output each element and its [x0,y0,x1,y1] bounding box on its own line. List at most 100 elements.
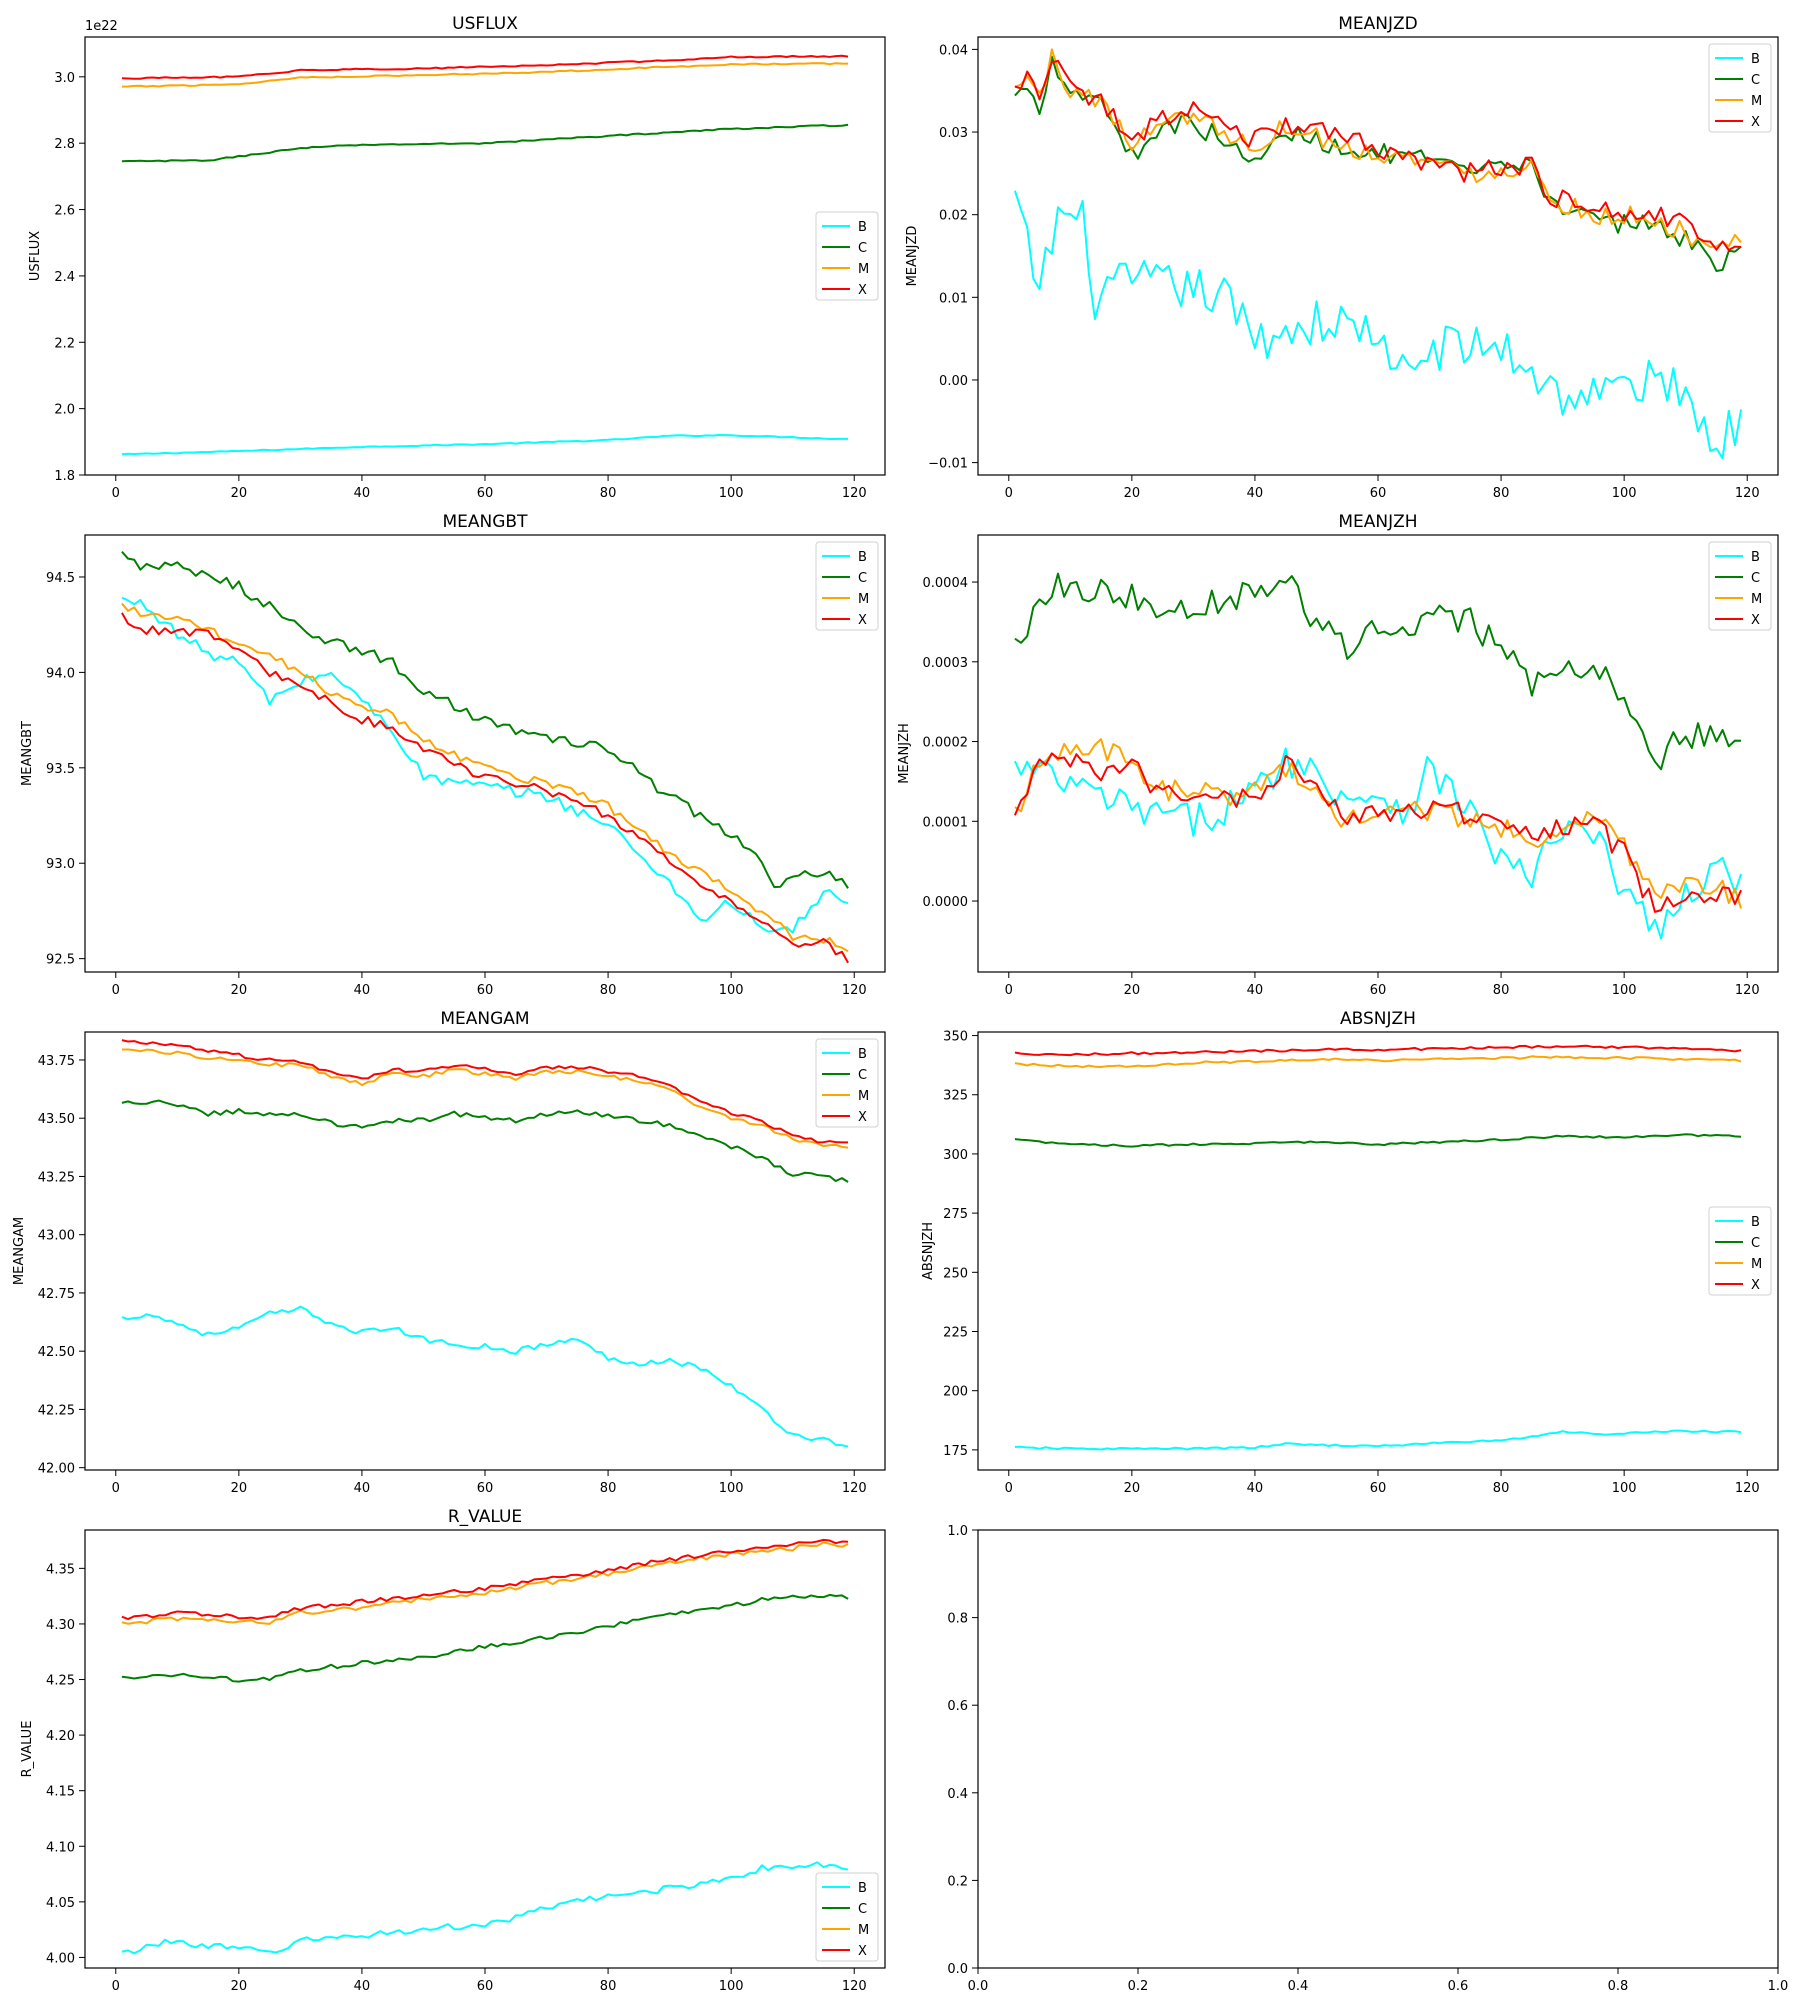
series-line-x [121,1039,849,1144]
panel-meangam: 0 20 40 60 80 100 120 42.00 42.25 42.50 42.75 43.00… [12,1009,886,1496]
series-line-x [121,54,849,80]
series-line-m [121,602,849,953]
series-line-c [121,551,849,889]
x-tick-label: 100 [719,1481,744,1496]
axes-frame [977,1529,1779,1969]
x-tick-label: 120 [1735,983,1760,998]
y-tick-label: 350 [943,1030,968,1045]
series-line-b [1014,1429,1742,1451]
x-tick-label: 120 [1735,1481,1760,1496]
x-tick-label: 40 [354,1979,371,1994]
y-tick-label: 0.03 [939,126,968,141]
legend-label-c: C [1751,73,1760,88]
y-tick-label: 43.00 [38,1229,75,1244]
panel-title: MEANGAM [440,1009,529,1029]
x-tick-label: 0.0 [968,1979,989,1994]
x-tick-label: 40 [1247,1481,1264,1496]
legend-box [815,541,879,631]
y-tick-label: 1.8 [54,469,75,484]
series-line-m [121,1541,849,1625]
series-line-c [1014,55,1742,273]
x-tick-label: 0.2 [1128,1979,1149,1994]
panel-title: MEANGBT [443,512,529,532]
series-line-m [121,1048,849,1149]
y-tick-label: 1.0 [947,1524,968,1539]
x-tick-label: 40 [354,1481,371,1496]
panel-r-value: 0 20 40 60 80 100 120 4.00 4.05 4.10 4.15 4.20 4.25 4… [20,1507,886,1994]
y-tick-label: 4.10 [46,1840,75,1855]
legend-label-b: B [858,550,867,565]
x-tick-label: 80 [600,1481,617,1496]
legend-label-b: B [1751,550,1760,565]
x-tick-label: 0.6 [1448,1979,1469,1994]
legend-label-x: X [1751,1278,1760,1293]
x-tick-label: 100 [1612,1481,1637,1496]
x-tick-label: 80 [1493,983,1510,998]
y-tick-label: 0.4 [947,1787,968,1802]
legend-label-c: C [1751,571,1760,586]
y-tick-label: 42.75 [38,1287,75,1302]
x-tick-label: 120 [1735,486,1760,501]
x-tick-label: 80 [1493,486,1510,501]
legend-label-b: B [1751,52,1760,67]
legend-box [1708,43,1772,133]
legend-label-c: C [1751,1236,1760,1251]
panel-title: MEANJZD [1338,14,1418,34]
axes-frame [84,36,886,476]
panel-meangbt: 0 20 40 60 80 100 120 92.5 93.0 93.5 94.0 94.5 MEANG… [20,512,886,998]
legend-label-x: X [858,1110,867,1125]
series-line-x [121,1538,849,1621]
x-tick-label: 0 [112,1979,120,1994]
panel-title: R_VALUE [448,1507,522,1527]
y-tick-label: 4.30 [46,1618,75,1633]
x-tick-label: 0 [112,983,120,998]
y-tick-label: 175 [943,1444,968,1459]
y-tick-label: 325 [943,1089,968,1104]
panel-usflux: 0 20 40 60 80 100 120 1.8 2.0 2.2 2.4 2.6 2.8 3.0 USFL… [28,14,886,501]
series-line-x [1013,752,1742,913]
y-tick-label: 2.6 [54,204,75,219]
axes-frame [84,534,886,973]
y-tick-label: 43.25 [38,1170,75,1185]
y-tick-label: 4.25 [46,1674,75,1689]
y-axis-label: USFLUX [28,231,43,281]
y-tick-label: 4.05 [46,1896,75,1911]
x-tick-label: 0 [112,1481,120,1496]
y-axis-label: R_VALUE [20,1721,35,1778]
legend-box [815,1872,879,1962]
axes-frame [977,534,1779,973]
legend-label-x: X [858,283,867,298]
x-tick-label: 120 [842,1481,867,1496]
x-tick-label: 100 [719,486,744,501]
axes-frame [84,1529,886,1969]
series-line-m [1014,738,1743,909]
series-line-x [1014,59,1742,252]
y-tick-label: 0.0000 [923,895,969,910]
y-tick-label: 94.0 [46,666,75,681]
legend-box [1708,541,1772,631]
x-tick-label: 40 [354,983,371,998]
series-line-b [121,596,849,934]
x-tick-label: 0 [1005,1481,1013,1496]
legend-label-b: B [858,1047,867,1062]
y-tick-label: 92.5 [46,953,75,968]
series-line-x [121,612,849,964]
y-tick-label: 0.2 [947,1874,968,1889]
y-tick-label: 43.75 [38,1054,75,1069]
panel-title: ABSNJZH [1340,1009,1416,1029]
x-tick-label: 0 [112,486,120,501]
y-tick-label: 3.0 [54,71,75,86]
y-axis-label: MEANGBT [20,721,35,786]
x-tick-label: 80 [600,1979,617,1994]
y-tick-label: 42.25 [38,1403,75,1418]
y-tick-label: 0.0001 [923,815,969,830]
panel-meanjzd: 0 20 40 60 80 100 120 −0.01 0.00 0.01 0.02 0.03 0.04… [905,14,1779,501]
x-tick-label: 20 [231,983,248,998]
legend-label-c: C [858,571,867,586]
x-tick-label: 20 [231,486,248,501]
y-tick-label: 0.00 [939,374,968,389]
legend-label-b: B [1751,1215,1760,1230]
legend-label-m: M [858,262,869,277]
